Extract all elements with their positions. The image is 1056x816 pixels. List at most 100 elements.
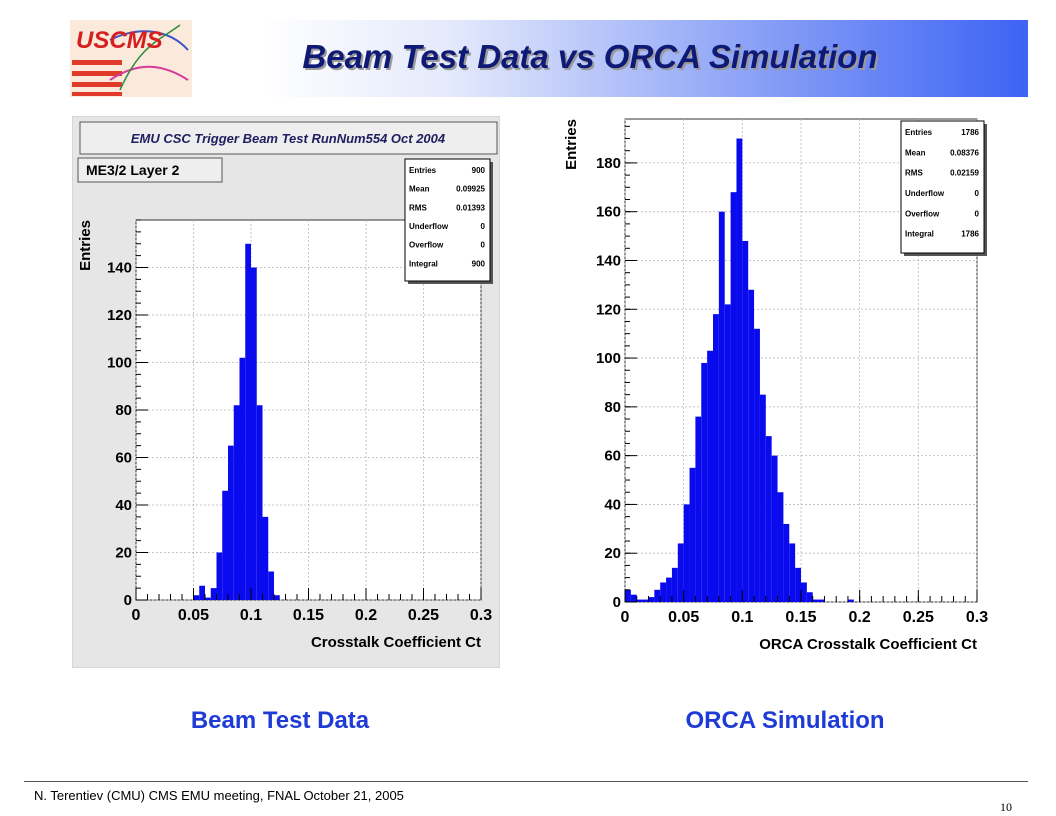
y-tick-label: 20 [115, 545, 132, 562]
x-tick-label: 0.1 [240, 607, 262, 624]
page-number: 10 [1000, 800, 1012, 814]
x-tick-label: 0.05 [668, 609, 699, 626]
x-tick-label: 0 [132, 607, 141, 624]
histogram-bar [642, 599, 649, 602]
x-tick-label: 0.3 [470, 607, 492, 624]
y-tick-label: 40 [604, 496, 621, 513]
histogram-bar [636, 599, 643, 602]
stats-label: Entries [905, 128, 933, 137]
x-tick-label: 0.1 [731, 609, 753, 626]
histogram-bar [736, 138, 743, 603]
stats-value: 0 [481, 222, 486, 231]
caption-beam-test: Beam Test Data [190, 707, 370, 734]
histogram-bar [228, 445, 234, 600]
histogram-bar [677, 543, 684, 602]
histogram-bar [216, 552, 223, 600]
stats-label: Mean [905, 148, 926, 157]
histogram-bar [847, 599, 854, 602]
x-tick-label: 0.15 [785, 609, 816, 626]
slide-title: Beam Test Data vs ORCA Simulation [302, 38, 878, 75]
y-tick-label: 140 [107, 260, 132, 277]
histogram-bar [765, 436, 772, 602]
histogram-bar [199, 585, 205, 600]
y-tick-label: 0 [124, 592, 132, 609]
stats-label: Underflow [905, 189, 945, 198]
histogram-bar [754, 328, 760, 602]
histogram-bar [245, 243, 251, 600]
histogram-bar [812, 599, 819, 602]
histogram-bar [205, 597, 211, 600]
histogram-bar [748, 289, 755, 602]
chart-title-box [79, 121, 498, 155]
histogram-bar [256, 405, 263, 600]
y-tick-label: 80 [115, 402, 132, 419]
stats-value: 0 [481, 241, 486, 250]
stats-value: 0.01393 [456, 203, 485, 212]
y-tick-label: 20 [604, 545, 621, 562]
y-tick-label: 60 [604, 448, 621, 465]
histogram-bar [648, 597, 655, 602]
y-tick-label: 40 [115, 497, 132, 514]
histogram-bar [666, 577, 672, 602]
histogram-bar [818, 599, 825, 602]
y-tick-label: 100 [596, 350, 621, 367]
footer-divider [24, 781, 1028, 782]
histogram-bar [630, 594, 637, 602]
footer-text: N. Terentiev (CMU) CMS EMU meeting, FNAL… [34, 788, 404, 803]
histogram-bar [689, 467, 696, 602]
x-tick-label: 0.3 [966, 609, 988, 626]
histogram-bar [771, 455, 778, 602]
stats-label: Integral [905, 230, 934, 239]
y-tick-label: 100 [107, 355, 132, 372]
stats-box [900, 120, 985, 254]
histogram-bar [268, 571, 274, 600]
histogram-bar [718, 211, 725, 602]
x-tick-label: 0 [621, 609, 630, 626]
histogram-bar [701, 362, 708, 602]
x-tick-label: 0.25 [408, 607, 439, 624]
y-tick-label: 140 [596, 252, 621, 269]
orca-simulation-histogram: 0 0.05 0.1 0.15 0.2 0.25 0.3 0 20 40 60 80 100 120 140… [563, 118, 988, 653]
stats-label: Mean [409, 185, 430, 194]
caption-orca-simulation: ORCA Simulation [685, 707, 885, 734]
histogram-bar [625, 589, 631, 602]
stats-value: 900 [472, 259, 486, 268]
x-tick-label: 0.25 [903, 609, 934, 626]
histogram-bar [251, 267, 257, 600]
histogram-bar [233, 405, 240, 600]
chart-title: EMU CSC Trigger Beam Test RunNum554 Oct … [131, 131, 446, 146]
histogram-bar [660, 582, 667, 602]
y-tick-label: 120 [596, 301, 621, 318]
stats-value: 0 [975, 209, 980, 218]
y-tick-label: 0 [613, 594, 621, 611]
x-axis-label: ORCA Crosstalk Coefficient Ct [759, 636, 977, 653]
x-axis-label: Crosstalk Coefficient Ct [311, 634, 481, 651]
stats-box [404, 158, 491, 282]
histogram-bar [742, 240, 749, 602]
histogram-bar [707, 350, 713, 602]
y-tick-label: 120 [107, 307, 132, 324]
y-tick-label: 80 [604, 399, 621, 416]
histogram-bar [789, 543, 796, 602]
histogram-bar [759, 394, 766, 602]
stats-value: 1786 [961, 230, 979, 239]
histogram-bar [724, 304, 731, 602]
histogram-bar [274, 595, 280, 600]
histogram-bar [683, 504, 690, 602]
logo-text: USCMS [76, 27, 163, 54]
stats-label: Entries [409, 166, 437, 175]
histogram-bar [222, 490, 228, 600]
y-tick-label: 180 [596, 155, 621, 172]
uscms-logo: USCMS [70, 20, 192, 97]
histogram-bar [193, 595, 200, 600]
stats-value: 0 [975, 189, 980, 198]
chart-subtitle: ME3/2 Layer 2 [86, 162, 180, 178]
histogram-bar [777, 492, 784, 602]
histogram-bar [671, 567, 678, 602]
histogram-bar [783, 523, 790, 602]
histogram-bar [239, 357, 246, 600]
stats-label: Overflow [905, 209, 940, 218]
y-axis-label: Entries [563, 119, 580, 170]
stats-value: 0.09925 [456, 185, 485, 194]
y-tick-label: 160 [596, 204, 621, 221]
